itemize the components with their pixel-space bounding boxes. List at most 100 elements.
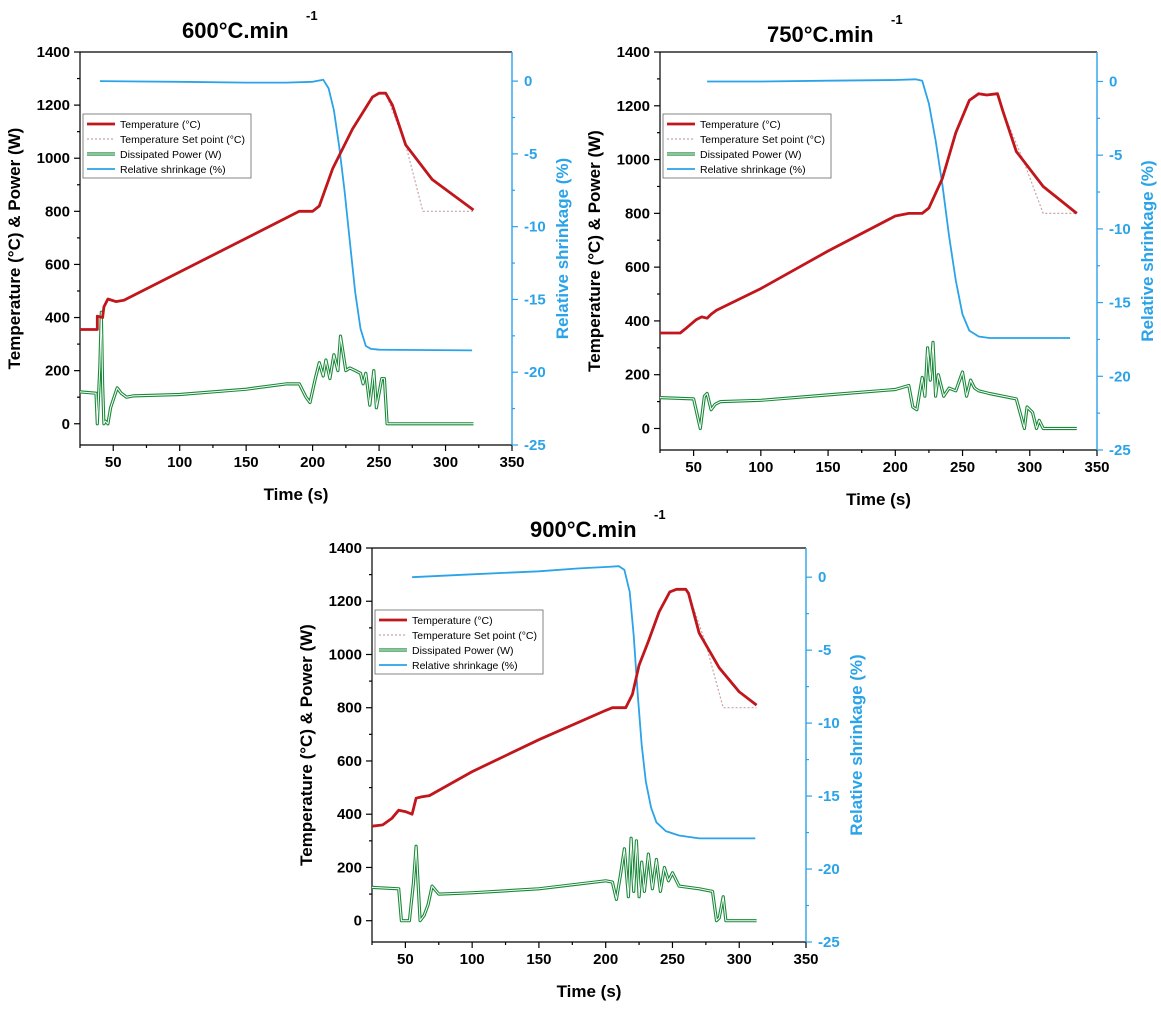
y-tick-label: 1200 — [617, 98, 650, 115]
legend-label: Relative shrinkage (%) — [120, 164, 226, 176]
legend-label: Dissipated Power (W) — [412, 645, 514, 657]
chart-title-superscript: -1 — [654, 507, 666, 522]
right-y-tick-label: 0 — [524, 73, 532, 90]
x-tick-label: 150 — [526, 951, 551, 968]
y-tick-label: 800 — [625, 205, 650, 222]
shrinkage-line — [99, 78, 473, 352]
chart-title-superscript: -1 — [891, 12, 903, 27]
y-tick-label: 1200 — [329, 593, 362, 610]
x-tick-label: 300 — [727, 951, 752, 968]
legend-label: Relative shrinkage (%) — [700, 164, 806, 176]
shrinkage-line — [707, 78, 1071, 339]
x-tick-label: 200 — [300, 454, 325, 471]
temperature-line — [80, 91, 475, 331]
legend-label: Relative shrinkage (%) — [412, 660, 518, 672]
temperature-line — [371, 587, 758, 828]
x-tick-label: 250 — [367, 454, 392, 471]
power-line — [659, 340, 1077, 431]
power-line — [79, 310, 474, 426]
x-tick-label: 100 — [748, 459, 773, 476]
right-y-tick-label: -15 — [818, 788, 840, 805]
y-tick-label: 1200 — [37, 97, 70, 114]
x-tick-label: 150 — [816, 459, 841, 476]
chart-title: 600°C.min — [182, 18, 289, 43]
y-tick-label: 600 — [337, 753, 362, 770]
x-tick-label: 50 — [105, 454, 122, 471]
power-line-inner — [659, 341, 1077, 429]
y-axis-title: Temperature (°C) & Power (W) — [5, 128, 24, 370]
right-axis-title: Relative shrinkage (%) — [847, 654, 866, 835]
y-axis-title: Temperature (°C) & Power (W) — [297, 624, 316, 866]
x-tick-label: 150 — [234, 454, 259, 471]
y-tick-label: 200 — [625, 367, 650, 384]
y-tick-label: 400 — [625, 313, 650, 330]
right-y-tick-label: -10 — [524, 219, 546, 236]
right-y-tick-label: -15 — [1109, 295, 1131, 312]
x-axis-title: Time (s) — [264, 485, 329, 504]
setpoint-line — [687, 593, 757, 709]
legend-label: Dissipated Power (W) — [700, 149, 802, 161]
y-tick-label: 1000 — [37, 150, 70, 167]
x-tick-label: 250 — [950, 459, 975, 476]
y-axis-title: Temperature (°C) & Power (W) — [585, 130, 604, 372]
x-tick-label: 350 — [1084, 459, 1109, 476]
x-tick-label: 200 — [883, 459, 908, 476]
setpoint-line — [1002, 110, 1077, 214]
y-tick-label: 1400 — [37, 44, 70, 61]
right-y-tick-label: -25 — [818, 934, 840, 951]
right-axis-title: Relative shrinkage (%) — [553, 158, 572, 339]
legend-label: Dissipated Power (W) — [120, 149, 222, 161]
right-y-tick-label: -10 — [818, 715, 840, 732]
right-y-tick-label: -5 — [1109, 147, 1122, 164]
y-tick-label: 0 — [642, 420, 650, 437]
x-axis-title: Time (s) — [846, 490, 911, 509]
y-tick-label: 200 — [45, 363, 70, 380]
right-y-tick-label: 0 — [818, 569, 826, 586]
right-y-tick-label: -20 — [524, 364, 546, 381]
y-tick-label: 600 — [625, 259, 650, 276]
legend-label: Temperature Set point (°C) — [412, 630, 537, 642]
right-y-tick-label: -25 — [524, 437, 546, 454]
x-tick-label: 300 — [1017, 459, 1042, 476]
x-axis-title: Time (s) — [557, 982, 622, 1001]
power-line-inner — [371, 837, 757, 922]
x-tick-label: 350 — [499, 454, 524, 471]
y-tick-label: 200 — [337, 859, 362, 876]
right-y-tick-label: -20 — [818, 861, 840, 878]
x-tick-label: 100 — [460, 951, 485, 968]
right-y-tick-label: -5 — [524, 146, 537, 163]
x-tick-label: 100 — [167, 454, 192, 471]
y-tick-label: 400 — [45, 310, 70, 327]
y-tick-label: 0 — [354, 913, 362, 930]
right-y-tick-label: -10 — [1109, 221, 1131, 238]
x-tick-label: 200 — [593, 951, 618, 968]
x-tick-label: 50 — [685, 459, 702, 476]
chart-panel-2: 750°C.min-150 100 150 200 250 300 350020040060… — [585, 12, 1157, 509]
legend-label: Temperature (°C) — [700, 119, 781, 131]
x-tick-label: 250 — [660, 951, 685, 968]
chart-panel-1: 600°C.min-150 100 150 200 250 300 350020040060… — [5, 8, 572, 504]
legend-label: Temperature Set point (°C) — [700, 134, 825, 146]
y-tick-label: 400 — [337, 806, 362, 823]
chart-title: 750°C.min — [767, 22, 874, 47]
power-line-inner — [79, 311, 474, 425]
legend-label: Temperature (°C) — [120, 119, 201, 131]
setpoint-line — [385, 92, 474, 212]
y-tick-label: 1400 — [329, 540, 362, 557]
temperature-line — [660, 92, 1078, 335]
right-y-tick-label: -20 — [1109, 368, 1131, 385]
right-y-tick-label: 0 — [1109, 73, 1117, 90]
chart-title-superscript: -1 — [306, 8, 318, 23]
y-tick-label: 800 — [45, 203, 70, 220]
chart-panel-3: 900°C.min -15 0 100 150 200 250 300 350 0 200 400 60… — [297, 507, 866, 1001]
chart-title: 900°C.min — [530, 517, 637, 542]
x-tick-label: 300 — [433, 454, 458, 471]
shrinkage-line — [412, 565, 756, 840]
y-tick-label: 800 — [337, 700, 362, 717]
y-tick-label: 1400 — [617, 44, 650, 61]
right-axis-title: Relative shrinkage (%) — [1138, 160, 1157, 341]
x-tick-label: 350 — [793, 951, 818, 968]
y-tick-label: 1000 — [329, 646, 362, 663]
right-y-tick-label: -5 — [818, 642, 831, 659]
